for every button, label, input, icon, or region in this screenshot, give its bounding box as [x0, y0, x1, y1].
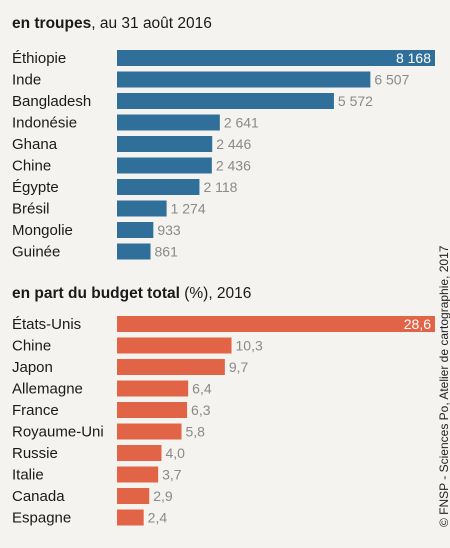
value-label: 5 572 [338, 93, 373, 109]
value-label: 6,4 [192, 381, 212, 397]
value-label: 933 [157, 222, 181, 238]
category-label: Chine [12, 158, 51, 175]
bar [117, 179, 200, 195]
bar [117, 488, 150, 504]
value-label: 28,6 [404, 316, 431, 332]
value-label: 861 [155, 244, 179, 260]
bar [117, 445, 162, 461]
category-label: Canada [12, 488, 65, 505]
bar [117, 157, 212, 174]
value-label: 5,8 [185, 424, 205, 440]
bar [117, 380, 189, 397]
category-label: Inde [12, 72, 41, 89]
category-label: Japon [12, 359, 53, 376]
bar [117, 222, 154, 238]
chart-title-troops: en troupes, au 31 août 2016 [12, 15, 212, 33]
value-label: 9,7 [229, 359, 249, 375]
bar [117, 243, 151, 260]
bar [117, 200, 167, 217]
category-label: Italie [12, 467, 44, 484]
chart-title-budget: en part du budget total (%), 2016 [12, 285, 251, 303]
category-label: Royaume-Uni [12, 424, 104, 441]
chart-title-budget-rest: (%), 2016 [179, 285, 252, 302]
value-label: 2,4 [148, 510, 168, 526]
bar [117, 466, 159, 483]
value-label: 2 436 [216, 158, 251, 174]
category-label: Russie [12, 445, 58, 462]
value-label: 4,0 [165, 445, 185, 461]
value-label: 6 507 [374, 72, 409, 88]
value-label: 2 641 [224, 115, 259, 131]
value-label: 2,9 [153, 488, 173, 504]
bar [117, 136, 213, 152]
value-label: 2 446 [216, 136, 251, 152]
category-label: Guinée [12, 244, 60, 261]
chart-title-budget-bold: en part du budget total [12, 285, 180, 302]
bar [117, 316, 435, 332]
category-label: Allemagne [12, 381, 83, 398]
category-label: Chine [12, 338, 51, 355]
category-label: Éthiopie [12, 50, 66, 67]
category-label: Indonésie [12, 115, 77, 132]
bar [117, 509, 144, 526]
category-label: États-Unis [12, 316, 81, 333]
value-label: 1 274 [171, 201, 206, 217]
category-label: Espagne [12, 510, 71, 527]
category-label: Ghana [12, 136, 58, 153]
bar [117, 423, 182, 440]
category-label: Bangladesh [12, 93, 91, 110]
value-label: 10,3 [236, 338, 263, 354]
chart-title-troops-bold: en troupes [12, 15, 92, 32]
bar [117, 359, 225, 375]
category-label: Égypte [12, 179, 59, 196]
category-label: Brésil [12, 201, 50, 218]
credit-text: © FNSP - Sciences Po, Atelier de cartogr… [437, 245, 450, 527]
bar [117, 402, 188, 418]
bar [117, 93, 334, 109]
value-label: 8 168 [396, 50, 431, 66]
value-label: 6,3 [191, 402, 211, 418]
value-label: 2 118 [203, 179, 237, 195]
value-label: 3,7 [162, 467, 182, 483]
category-label: Mongolie [12, 222, 73, 239]
category-label: France [12, 402, 59, 419]
bar [117, 114, 220, 131]
chart-title-troops-rest: , au 31 août 2016 [91, 15, 212, 32]
bar [117, 50, 435, 66]
bar [117, 337, 232, 354]
bar [117, 71, 371, 88]
